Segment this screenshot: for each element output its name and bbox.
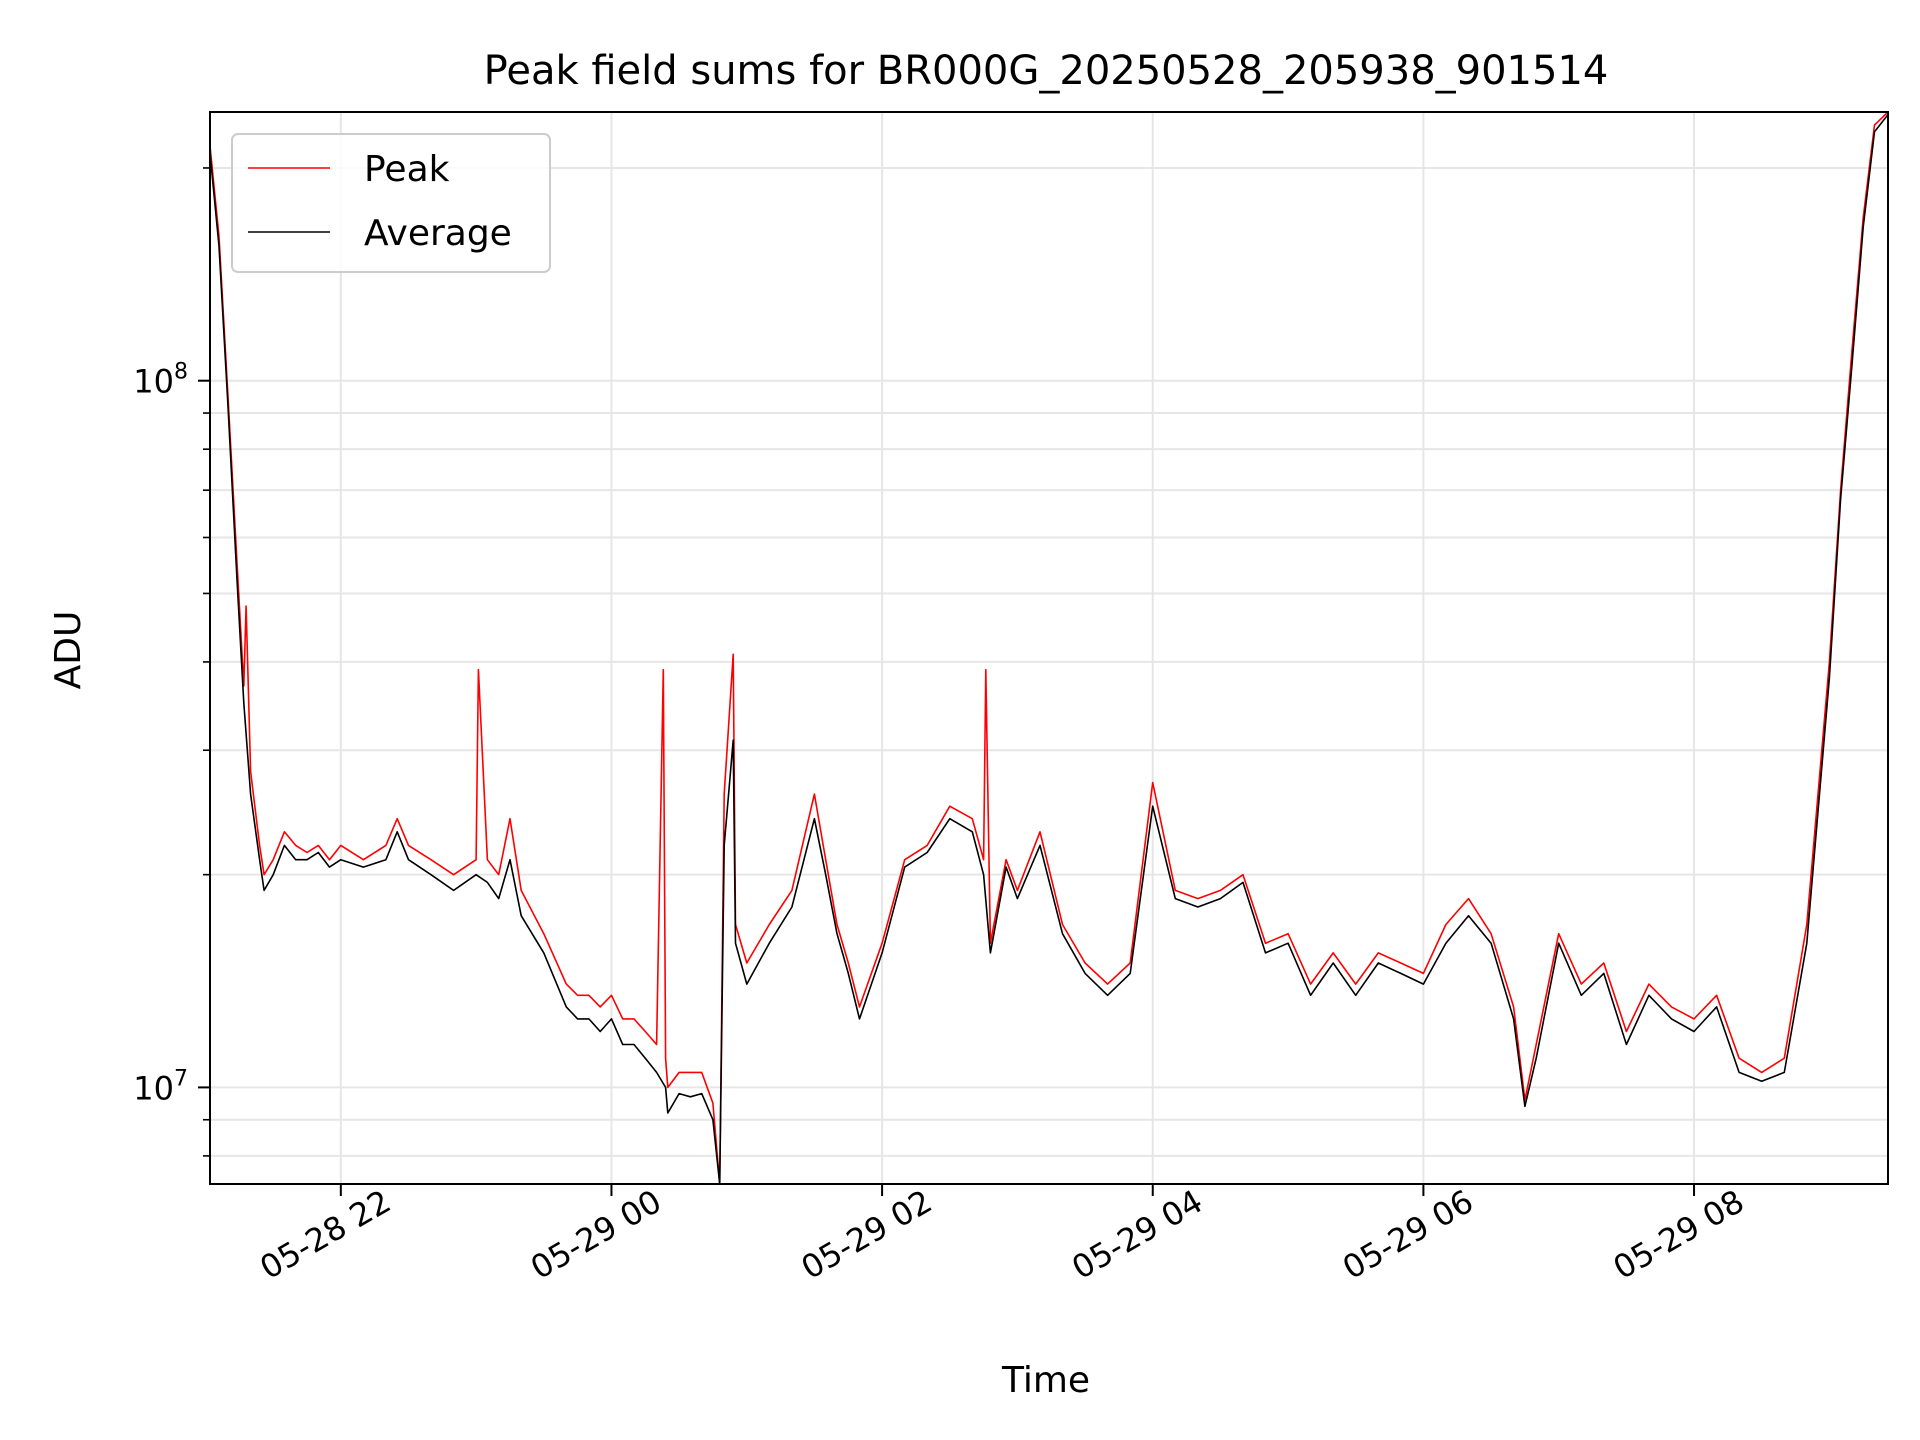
plot-frame — [209, 111, 1889, 1185]
legend-label-peak: Peak — [364, 149, 450, 190]
y-tick-label: 107 — [133, 1066, 188, 1107]
y-tick-label: 108 — [133, 360, 188, 401]
legend-label-average: Average — [364, 213, 512, 254]
chart-title: Peak field sums for BR000G_20250528_2059… — [484, 48, 1609, 94]
series-layer — [210, 112, 1888, 1184]
grid-lines — [210, 112, 1888, 1184]
legend: Peak Average — [231, 133, 551, 273]
x-axis-label: Time — [1001, 1360, 1090, 1401]
series-line-average — [210, 114, 1888, 1184]
y-axis-label: ADU — [48, 611, 89, 690]
series-line-peak — [210, 112, 1888, 1184]
